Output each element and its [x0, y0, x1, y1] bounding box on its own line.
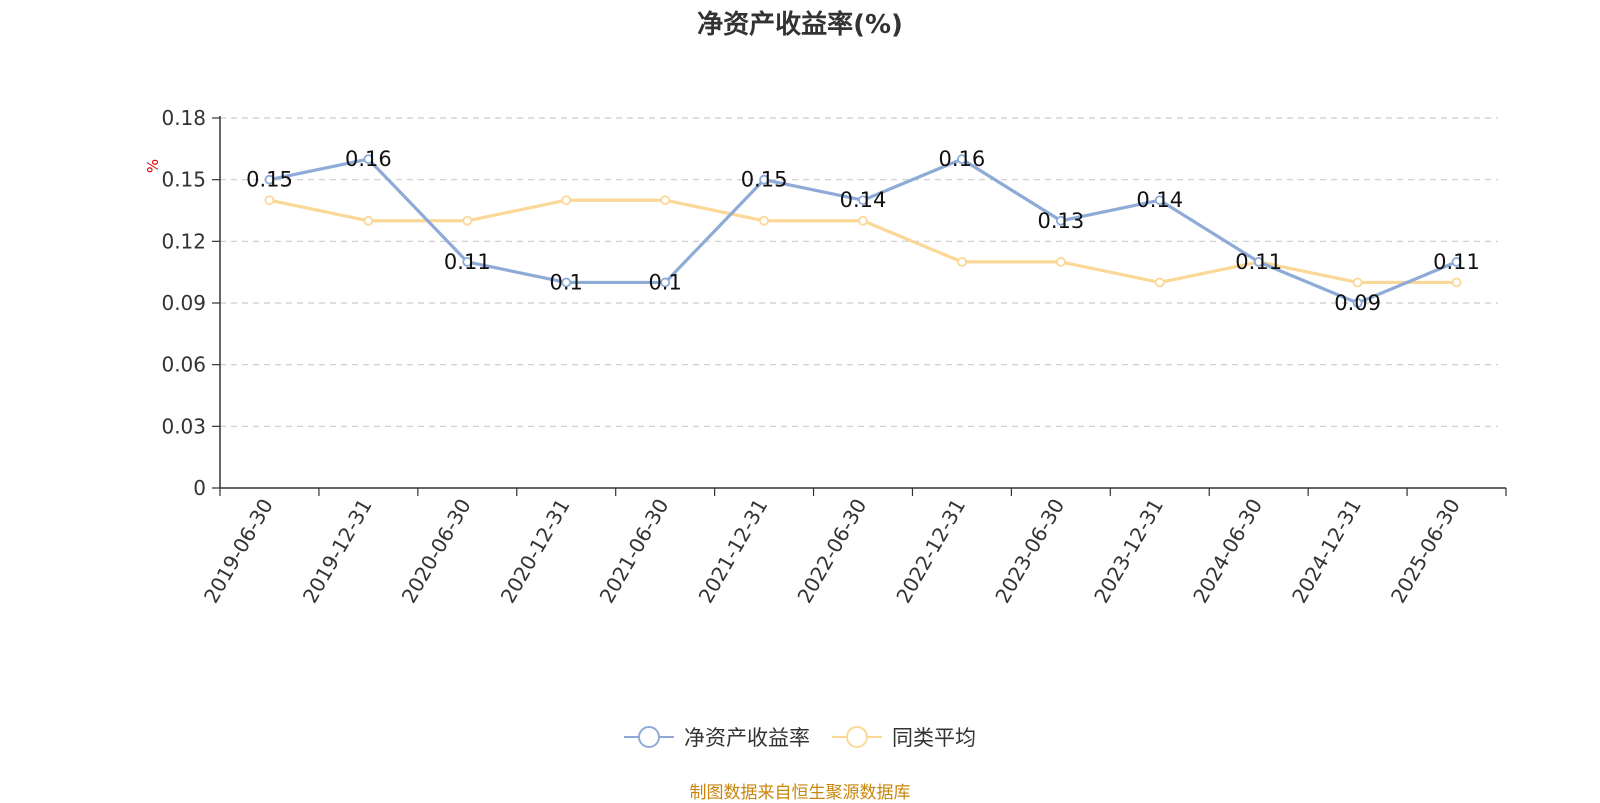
legend-label-peer-average: 同类平均	[892, 726, 976, 750]
data-point-roe[interactable]	[264, 174, 275, 185]
data-point-roe[interactable]	[660, 277, 671, 288]
chart-title: 净资产收益率(%)	[697, 10, 903, 40]
grid-lines	[220, 117, 1498, 427]
axes: 0 0.03 0.06 0.09 0.12 0.15 0.18 2019-06-30 2019-…	[161, 106, 1507, 608]
x-tick-label: 2021-12-31	[694, 495, 773, 608]
data-point-roe[interactable]	[1451, 256, 1462, 267]
y-tick-label: 0.18	[161, 106, 206, 130]
data-label: 0.14	[840, 188, 887, 212]
data-point-roe[interactable]	[1055, 215, 1066, 226]
data-point-peer-average[interactable]	[858, 215, 868, 226]
legend-item-peer-average[interactable]: 同类平均	[832, 722, 976, 752]
x-tick-label: 2023-06-30	[990, 495, 1069, 608]
legend: 净资产收益率 同类平均	[0, 722, 1600, 752]
data-label: 0.1	[648, 270, 681, 294]
data-point-peer-average[interactable]	[1055, 256, 1066, 267]
source-note: 制图数据来自恒生聚源数据库	[689, 783, 911, 803]
data-label: 0.11	[1433, 250, 1480, 274]
series-line-roe	[269, 157, 1458, 305]
data-point-peer-average[interactable]	[1451, 277, 1462, 288]
data-label: 0.14	[1136, 188, 1183, 212]
data-label: 0.16	[939, 147, 986, 171]
data-point-roe[interactable]	[561, 277, 572, 288]
data-point-peer-average[interactable]	[660, 195, 671, 206]
x-tick-label: 2020-12-31	[496, 495, 575, 608]
data-point-roe[interactable]	[462, 256, 473, 267]
x-tick-label: 2024-06-30	[1188, 495, 1267, 608]
data-point-roe[interactable]	[363, 154, 374, 165]
data-point-peer-average[interactable]	[462, 215, 473, 226]
data-point-peer-average[interactable]	[1154, 277, 1165, 288]
data-labels: 0.15 0.16 0.11 0.1 0.1 0.15 0.14 0.16 0.13 0.14 0.…	[246, 147, 1480, 315]
data-label: 0.09	[1334, 291, 1381, 315]
y-tick-label: 0	[193, 476, 206, 500]
data-point-roe[interactable]	[1154, 195, 1165, 206]
x-tick-label: 2025-06-30	[1386, 495, 1465, 608]
x-tick-label: 2022-06-30	[792, 495, 871, 608]
data-point-peer-average[interactable]	[264, 195, 275, 206]
y-axis-unit-label: %	[144, 159, 162, 173]
data-point-peer-average[interactable]	[363, 215, 374, 226]
data-point-peer-average[interactable]	[759, 215, 769, 226]
legend-item-roe[interactable]: 净资产收益率	[624, 722, 810, 752]
y-tick-label: 0.09	[161, 291, 206, 315]
data-point-peer-average[interactable]	[1352, 277, 1363, 288]
data-label: 0.16	[345, 147, 392, 171]
data-label: 0.13	[1037, 209, 1084, 233]
x-tick-label: 2019-06-30	[199, 495, 278, 608]
x-tick-label: 2022-12-31	[891, 495, 970, 608]
legend-swatch-roe-icon	[624, 724, 674, 750]
data-label: 0.15	[246, 168, 293, 192]
x-tick-label: 2019-12-31	[298, 495, 377, 608]
data-point-roe[interactable]	[957, 154, 967, 165]
data-label: 0.1	[550, 270, 583, 294]
x-tick-label: 2021-06-30	[595, 495, 674, 608]
y-tick-label: 0.03	[161, 414, 206, 438]
data-point-roe[interactable]	[759, 174, 769, 185]
series	[264, 154, 1462, 308]
x-tick-label: 2024-12-31	[1287, 495, 1366, 608]
data-point-roe[interactable]	[1253, 256, 1264, 267]
data-label: 0.11	[444, 250, 491, 274]
data-point-peer-average[interactable]	[561, 195, 572, 206]
x-tick-label: 2023-12-31	[1089, 495, 1168, 608]
legend-label-roe: 净资产收益率	[684, 726, 810, 750]
legend-swatch-peer-average-icon	[832, 724, 882, 750]
data-label: 0.15	[741, 168, 788, 192]
y-tick-label: 0.06	[161, 353, 206, 377]
data-point-roe[interactable]	[1352, 298, 1363, 308]
y-tick-label: 0.12	[161, 229, 206, 253]
y-tick-label: 0.15	[161, 168, 206, 192]
data-point-peer-average[interactable]	[957, 256, 967, 267]
data-point-roe[interactable]	[858, 195, 868, 206]
x-tick-label: 2020-06-30	[397, 495, 476, 608]
data-label: 0.11	[1235, 250, 1282, 274]
